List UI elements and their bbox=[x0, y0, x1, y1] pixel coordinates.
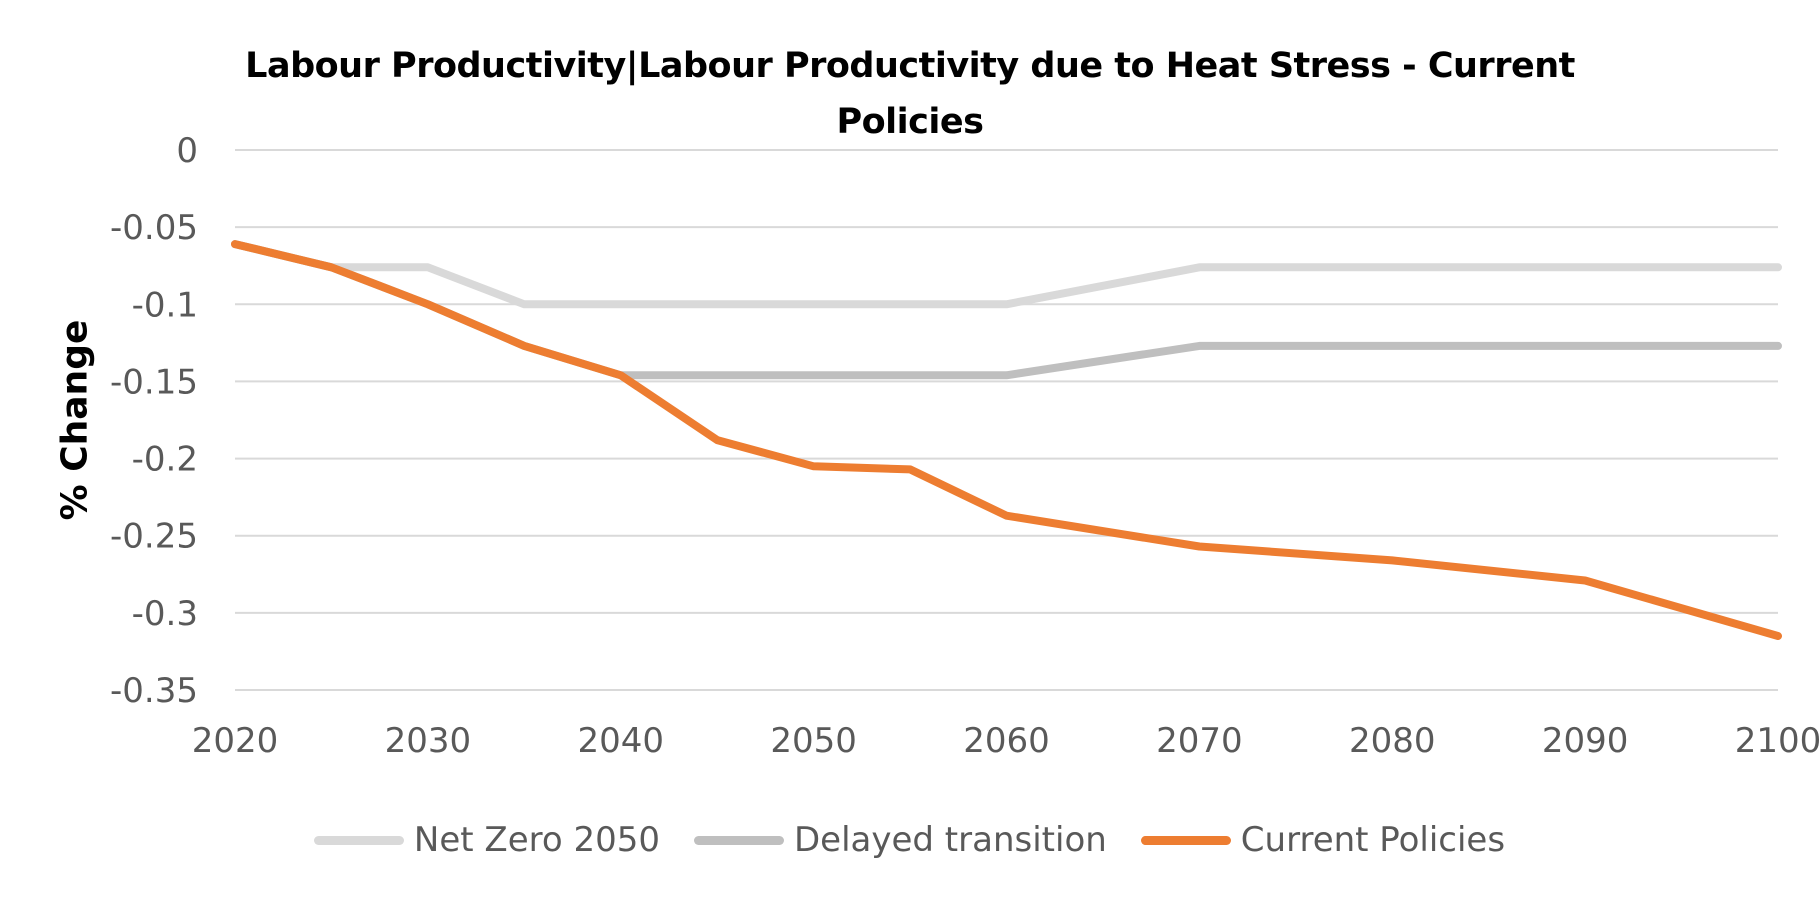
x-tick-label: 2060 bbox=[963, 721, 1050, 761]
legend-swatch bbox=[694, 835, 784, 845]
x-tick-label: 2080 bbox=[1349, 721, 1436, 761]
x-tick-label: 2020 bbox=[192, 721, 279, 761]
legend: Net Zero 2050 Delayed transition Current P… bbox=[0, 820, 1819, 860]
x-tick-label: 2030 bbox=[385, 721, 472, 761]
y-tick-label: -0.2 bbox=[132, 440, 198, 480]
legend-label: Net Zero 2050 bbox=[413, 820, 660, 860]
series-line-net-zero-2050 bbox=[231, 240, 1782, 309]
legend-label: Current Policies bbox=[1240, 820, 1506, 860]
y-tick-label: -0.25 bbox=[110, 517, 198, 557]
x-tick-label: 2090 bbox=[1542, 721, 1629, 761]
legend-item-net-zero-2050: Net Zero 2050 bbox=[313, 820, 660, 860]
legend-swatch bbox=[313, 835, 404, 845]
legend-item-delayed-transition: Delayed transition bbox=[694, 820, 1107, 860]
y-tick-label: -0.3 bbox=[132, 594, 198, 634]
y-tick-label: -0.05 bbox=[110, 208, 198, 248]
y-tick-label: -0.1 bbox=[132, 285, 198, 325]
legend-swatch bbox=[1140, 835, 1231, 845]
legend-item-current-policies: Current Policies bbox=[1140, 820, 1506, 860]
x-tick-label: 2050 bbox=[770, 721, 857, 761]
series-line-current-policies bbox=[231, 240, 1782, 640]
y-tick-label: 0 bbox=[176, 131, 198, 171]
x-tick-label: 2070 bbox=[1156, 721, 1243, 761]
legend-label: Delayed transition bbox=[794, 820, 1107, 860]
chart-title: Labour Productivity|Labour Productivity … bbox=[245, 46, 1575, 142]
x-tick-label: 2100 bbox=[1735, 721, 1819, 761]
y-tick-label: -0.15 bbox=[110, 362, 198, 402]
y-tick-label: -0.35 bbox=[110, 671, 198, 711]
x-tick-label: 2040 bbox=[577, 721, 664, 761]
